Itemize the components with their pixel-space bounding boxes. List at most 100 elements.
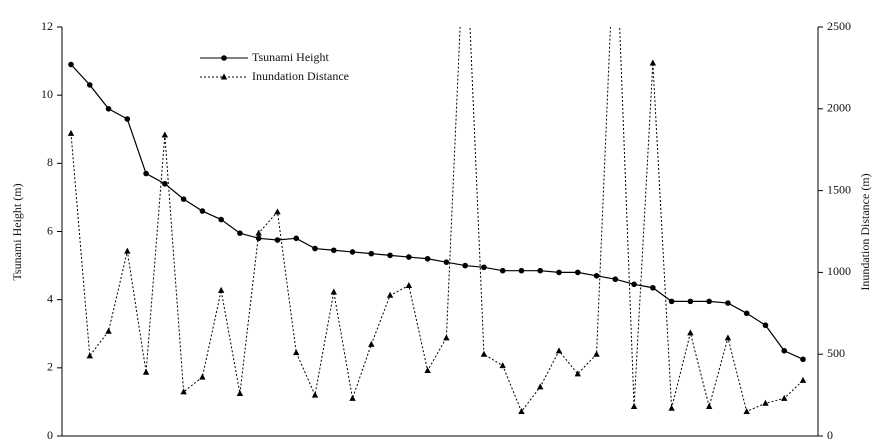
point [687,329,694,336]
point [255,235,262,242]
y2-tick-label: 2000 [827,101,851,115]
point [349,394,356,401]
point [143,170,149,177]
point [650,284,656,291]
point [743,407,750,414]
point [556,269,562,276]
y-tick-label: 12 [41,19,53,33]
point [236,389,244,396]
point [86,352,93,359]
point [68,61,74,68]
point [312,245,318,252]
point [330,288,337,295]
point [161,131,169,138]
point [180,388,187,395]
point [330,247,337,254]
point [217,286,225,293]
point [199,208,206,214]
y2-tick-label: 500 [827,346,845,360]
point [220,73,228,80]
y2-tick-label: 2500 [827,19,851,33]
y-tick-label: 6 [47,223,53,237]
point [124,116,131,122]
point [293,349,300,356]
point [424,367,431,374]
y2-axis-label: Inundation Distance (m) [858,173,872,290]
point [724,334,732,341]
y-tick-label: 4 [47,291,53,305]
y-tick-label: 10 [41,87,53,101]
point [386,291,394,298]
point [555,347,563,354]
point [518,407,525,414]
point [274,208,281,215]
point [124,247,131,254]
point [255,229,262,236]
point [443,334,450,341]
point [649,59,657,66]
plot-area [67,27,807,414]
point [574,370,581,377]
point [67,129,75,136]
point [781,394,788,401]
point [105,327,112,334]
point [368,250,375,257]
point [387,252,393,259]
point [799,376,807,383]
legend-label: Inundation Distance [252,69,349,83]
point [424,255,431,262]
point [687,298,694,305]
point [743,310,750,317]
point [705,403,713,410]
point [499,267,506,274]
y-tick-label: 2 [47,360,53,374]
point [105,106,112,112]
point [221,55,227,61]
point [631,281,637,288]
point [274,237,281,243]
y2-tick-label: 1500 [827,182,851,196]
point [706,298,712,305]
y-axis-label: Tsunami Height (m) [10,183,24,280]
y-tick-label: 8 [47,155,53,169]
point [86,82,93,88]
point [668,404,675,411]
point [499,362,506,369]
point [781,347,788,354]
point [293,235,300,242]
point [762,399,769,406]
legend-label: Tsunami Height [252,50,329,64]
point [443,259,450,265]
point [537,267,544,274]
point [199,373,206,380]
point [349,249,356,255]
point [668,298,675,305]
point [518,267,525,274]
point [574,269,581,276]
point [630,403,638,410]
point [180,196,187,202]
point [612,276,619,283]
point [593,350,600,357]
point [537,383,544,390]
point [237,230,243,237]
point [593,273,600,279]
y2-tick-label: 1000 [827,264,851,278]
point [800,356,806,363]
point [405,281,413,288]
series-line [70,27,804,413]
point [462,262,468,269]
point [218,216,224,223]
point [406,254,412,260]
series-line [70,64,804,360]
point [725,300,731,306]
point [311,391,319,398]
point [162,180,168,187]
point [762,322,769,329]
point [368,340,375,347]
y-tick-label: 0 [47,428,53,442]
y2-tick-label: 0 [827,428,833,442]
point [480,350,488,357]
point [142,368,150,375]
